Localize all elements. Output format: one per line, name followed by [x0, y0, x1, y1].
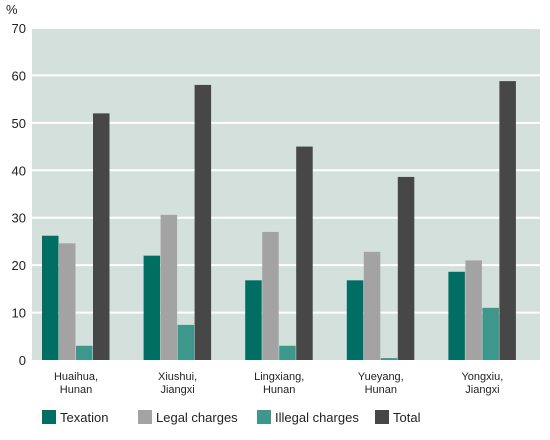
bar-texation	[346, 280, 364, 360]
bar-texation	[143, 255, 161, 360]
legend-swatch	[42, 410, 56, 424]
category-label: Xiushui,	[158, 371, 197, 383]
bar-legal-charges	[262, 231, 279, 360]
legend-swatch	[257, 410, 271, 424]
bar-legal-charges	[363, 251, 381, 360]
bar-illegal-charges	[76, 345, 93, 360]
y-axis-unit: %	[6, 2, 18, 17]
y-tick-label: 0	[19, 353, 26, 368]
category-label: Hunan	[365, 384, 397, 396]
bar-total	[499, 81, 516, 361]
bar-legal-charges	[59, 243, 76, 360]
category-labels: Huaihua,HunanXiushui,JiangxiLingxiang,Hu…	[54, 371, 503, 396]
category-label: Hunan	[60, 384, 92, 396]
y-tick-label: 60	[12, 68, 26, 83]
bar-legal-charges	[465, 260, 482, 360]
bar-legal-charges	[160, 214, 178, 360]
gridlines	[32, 27, 540, 314]
bar-total	[296, 146, 313, 360]
y-tick-label: 70	[12, 21, 26, 36]
bar-illegal-charges	[380, 358, 398, 360]
bar-total	[194, 84, 212, 361]
bar-illegal-charges	[177, 324, 195, 360]
category-label: Yongxiu,	[461, 371, 503, 383]
bar-total	[397, 176, 415, 360]
legend-label: Legal charges	[156, 410, 238, 425]
bar-texation	[245, 280, 262, 360]
y-tick-label: 50	[12, 116, 26, 131]
y-tick-label: 10	[12, 306, 26, 321]
bar-illegal-charges	[279, 345, 296, 360]
bar-illegal-charges	[482, 307, 499, 360]
category-label: Jiangxi	[160, 384, 194, 396]
category-label: Lingxiang,	[254, 371, 304, 383]
legend-label: Texation	[60, 410, 108, 425]
legend-swatch	[375, 410, 389, 424]
y-axis-ticks: 0 10 20 30 40 50 60 70	[12, 21, 26, 368]
y-tick-label: 40	[12, 163, 26, 178]
y-tick-label: 20	[12, 258, 26, 273]
bars	[42, 81, 516, 361]
category-label: Hunan	[263, 384, 295, 396]
category-label: Yueyang,	[358, 371, 404, 383]
y-tick-label: 30	[12, 211, 26, 226]
legend-swatch	[138, 410, 152, 424]
category-label: Jiangxi	[465, 384, 499, 396]
bar-texation	[448, 271, 465, 360]
bar-texation	[42, 235, 59, 360]
legend-label: Illegal charges	[275, 410, 359, 425]
category-label: Huaihua,	[54, 371, 98, 383]
legend: Texation Legal charges Illegal charges Tota…	[42, 410, 421, 425]
bar-total	[93, 113, 110, 360]
legend-label: Total	[393, 410, 421, 425]
